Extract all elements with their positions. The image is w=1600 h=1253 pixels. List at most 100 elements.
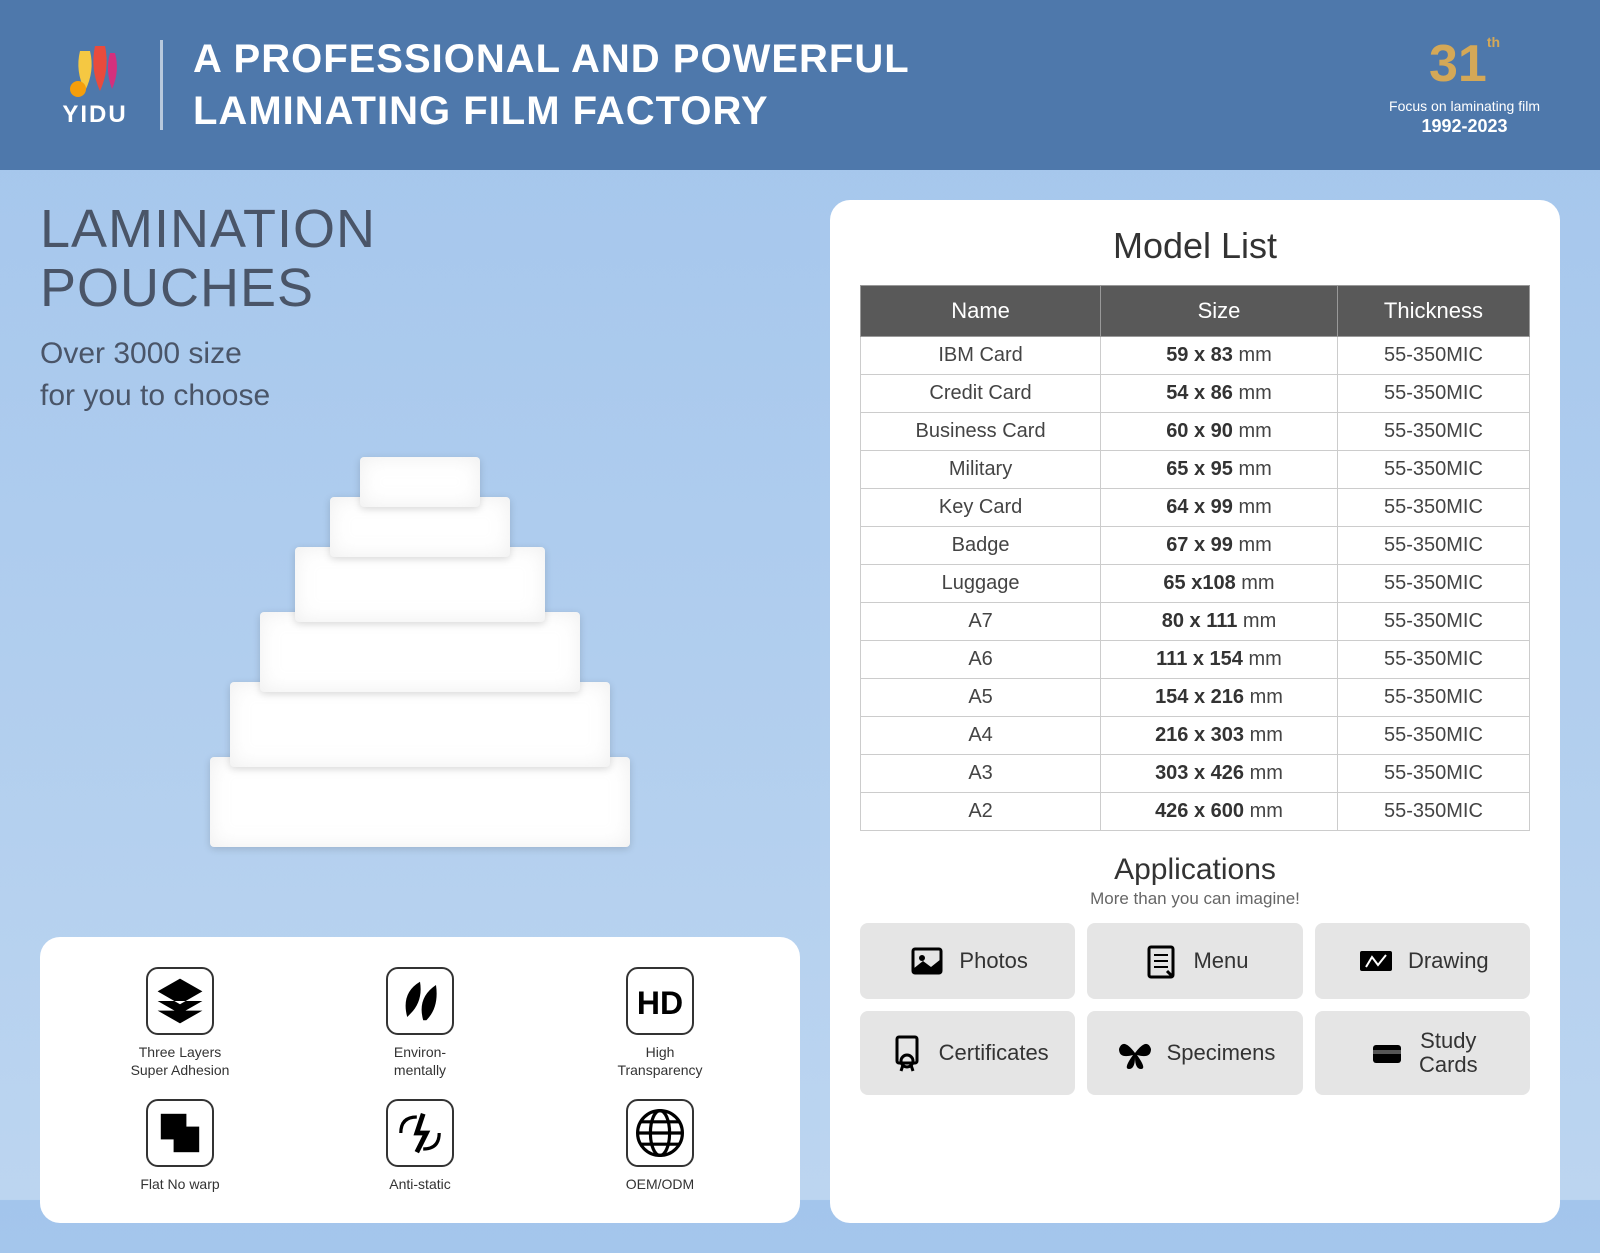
table-row: A3303 x 426 mm55-350MIC <box>861 755 1530 793</box>
cell-thickness: 55-350MIC <box>1337 641 1529 679</box>
table-header: Name <box>861 286 1101 337</box>
cell-size: 64 x 99 mm <box>1101 489 1338 527</box>
cell-name: A2 <box>861 793 1101 831</box>
cell-name: A4 <box>861 717 1101 755</box>
flat-icon <box>146 1099 214 1167</box>
cell-thickness: 55-350MIC <box>1337 527 1529 565</box>
badge-number: 31th <box>1389 34 1540 94</box>
table-row: A5154 x 216 mm55-350MIC <box>861 679 1530 717</box>
applications-block: Applications More than you can imagine! … <box>860 853 1530 1095</box>
cell-name: Business Card <box>861 413 1101 451</box>
model-table: NameSizeThickness IBM Card59 x 83 mm55-3… <box>860 285 1530 831</box>
tagline-line1: A PROFESSIONAL AND POWERFUL <box>193 33 910 85</box>
butterfly-icon <box>1115 1033 1155 1073</box>
cell-size: 59 x 83 mm <box>1101 337 1338 375</box>
cell-name: IBM Card <box>861 337 1101 375</box>
feature-label: Three LayersSuper Adhesion <box>131 1043 230 1079</box>
application-item: Menu <box>1087 923 1302 999</box>
table-row: A4216 x 303 mm55-350MIC <box>861 717 1530 755</box>
hero-subtitle: Over 3000 size for you to choose <box>40 333 800 417</box>
hero-block: LAMINATION POUCHES Over 3000 size for yo… <box>40 200 800 417</box>
feature-item: Environ-mentally <box>320 967 520 1079</box>
left-column: LAMINATION POUCHES Over 3000 size for yo… <box>40 200 800 1223</box>
cell-size: 303 x 426 mm <box>1101 755 1338 793</box>
anniversary-badge: 31th Focus on laminating film 1992-2023 <box>1389 34 1540 137</box>
application-item: Drawing <box>1315 923 1530 999</box>
layers-icon <box>146 967 214 1035</box>
feature-item: Three LayersSuper Adhesion <box>80 967 280 1079</box>
feature-item: Flat No warp <box>80 1099 280 1193</box>
globe-icon <box>626 1099 694 1167</box>
application-item: Photos <box>860 923 1075 999</box>
cell-name: Key Card <box>861 489 1101 527</box>
table-row: Luggage65 x108 mm55-350MIC <box>861 565 1530 603</box>
cell-size: 60 x 90 mm <box>1101 413 1338 451</box>
cell-name: A6 <box>861 641 1101 679</box>
main-content: LAMINATION POUCHES Over 3000 size for yo… <box>0 170 1600 1253</box>
cell-thickness: 55-350MIC <box>1337 565 1529 603</box>
cell-size: 54 x 86 mm <box>1101 375 1338 413</box>
cell-name: Luggage <box>861 565 1101 603</box>
feature-item: Anti-static <box>320 1099 520 1193</box>
features-panel: Three LayersSuper Adhesion Environ-mental… <box>40 937 800 1224</box>
photo-icon <box>907 941 947 981</box>
table-row: Military65 x 95 mm55-350MIC <box>861 451 1530 489</box>
application-label: Certificates <box>939 1041 1049 1065</box>
hd-icon: HD <box>626 967 694 1035</box>
tagline: A PROFESSIONAL AND POWERFUL LAMINATING F… <box>193 33 910 137</box>
cell-thickness: 55-350MIC <box>1337 793 1529 831</box>
applications-grid: PhotosMenuDrawingCertificatesSpecimensSt… <box>860 923 1530 1095</box>
feature-label: Anti-static <box>389 1175 450 1193</box>
cell-name: A5 <box>861 679 1101 717</box>
application-label: Photos <box>959 949 1028 973</box>
cell-thickness: 55-350MIC <box>1337 679 1529 717</box>
badge-focus: Focus on laminating film <box>1389 98 1540 114</box>
feature-item: OEM/ODM <box>560 1099 760 1193</box>
badge-years: 1992-2023 <box>1389 116 1540 137</box>
brand-icon <box>60 41 130 101</box>
feature-label: OEM/ODM <box>626 1175 694 1193</box>
cell-size: 426 x 600 mm <box>1101 793 1338 831</box>
application-item: Specimens <box>1087 1011 1302 1095</box>
cell-name: A7 <box>861 603 1101 641</box>
cell-size: 111 x 154 mm <box>1101 641 1338 679</box>
drawing-icon <box>1356 941 1396 981</box>
cell-thickness: 55-350MIC <box>1337 717 1529 755</box>
header-left: YIDU A PROFESSIONAL AND POWERFUL LAMINAT… <box>60 33 910 137</box>
cell-thickness: 55-350MIC <box>1337 603 1529 641</box>
cell-thickness: 55-350MIC <box>1337 755 1529 793</box>
feature-item: HD HighTransparency <box>560 967 760 1079</box>
right-column: Model List NameSizeThickness IBM Card59 … <box>830 200 1560 1223</box>
feature-label: HighTransparency <box>617 1043 702 1079</box>
cell-size: 65 x108 mm <box>1101 565 1338 603</box>
cell-size: 80 x 111 mm <box>1101 603 1338 641</box>
cell-size: 216 x 303 mm <box>1101 717 1338 755</box>
cell-name: Badge <box>861 527 1101 565</box>
table-row: A6111 x 154 mm55-350MIC <box>861 641 1530 679</box>
table-row: Badge67 x 99 mm55-350MIC <box>861 527 1530 565</box>
applications-title: Applications <box>860 853 1530 887</box>
cell-size: 154 x 216 mm <box>1101 679 1338 717</box>
application-label: Drawing <box>1408 949 1489 973</box>
table-row: Credit Card54 x 86 mm55-350MIC <box>861 375 1530 413</box>
table-header: Thickness <box>1337 286 1529 337</box>
hero-title-1: LAMINATION <box>40 200 800 259</box>
cell-thickness: 55-350MIC <box>1337 413 1529 451</box>
leaf-icon <box>386 967 454 1035</box>
cell-name: Military <box>861 451 1101 489</box>
cell-name: A3 <box>861 755 1101 793</box>
cell-thickness: 55-350MIC <box>1337 489 1529 527</box>
table-row: Business Card60 x 90 mm55-350MIC <box>861 413 1530 451</box>
table-header: Size <box>1101 286 1338 337</box>
applications-subtitle: More than you can imagine! <box>860 889 1530 909</box>
feature-label: Flat No warp <box>140 1175 219 1193</box>
cell-thickness: 55-350MIC <box>1337 337 1529 375</box>
cert-icon <box>887 1033 927 1073</box>
feature-label: Environ-mentally <box>394 1043 446 1079</box>
brand-logo: YIDU <box>60 41 130 129</box>
model-list-title: Model List <box>860 225 1530 267</box>
menu-icon <box>1141 941 1181 981</box>
table-row: IBM Card59 x 83 mm55-350MIC <box>861 337 1530 375</box>
header-divider <box>160 40 163 130</box>
cards-icon <box>1367 1033 1407 1073</box>
